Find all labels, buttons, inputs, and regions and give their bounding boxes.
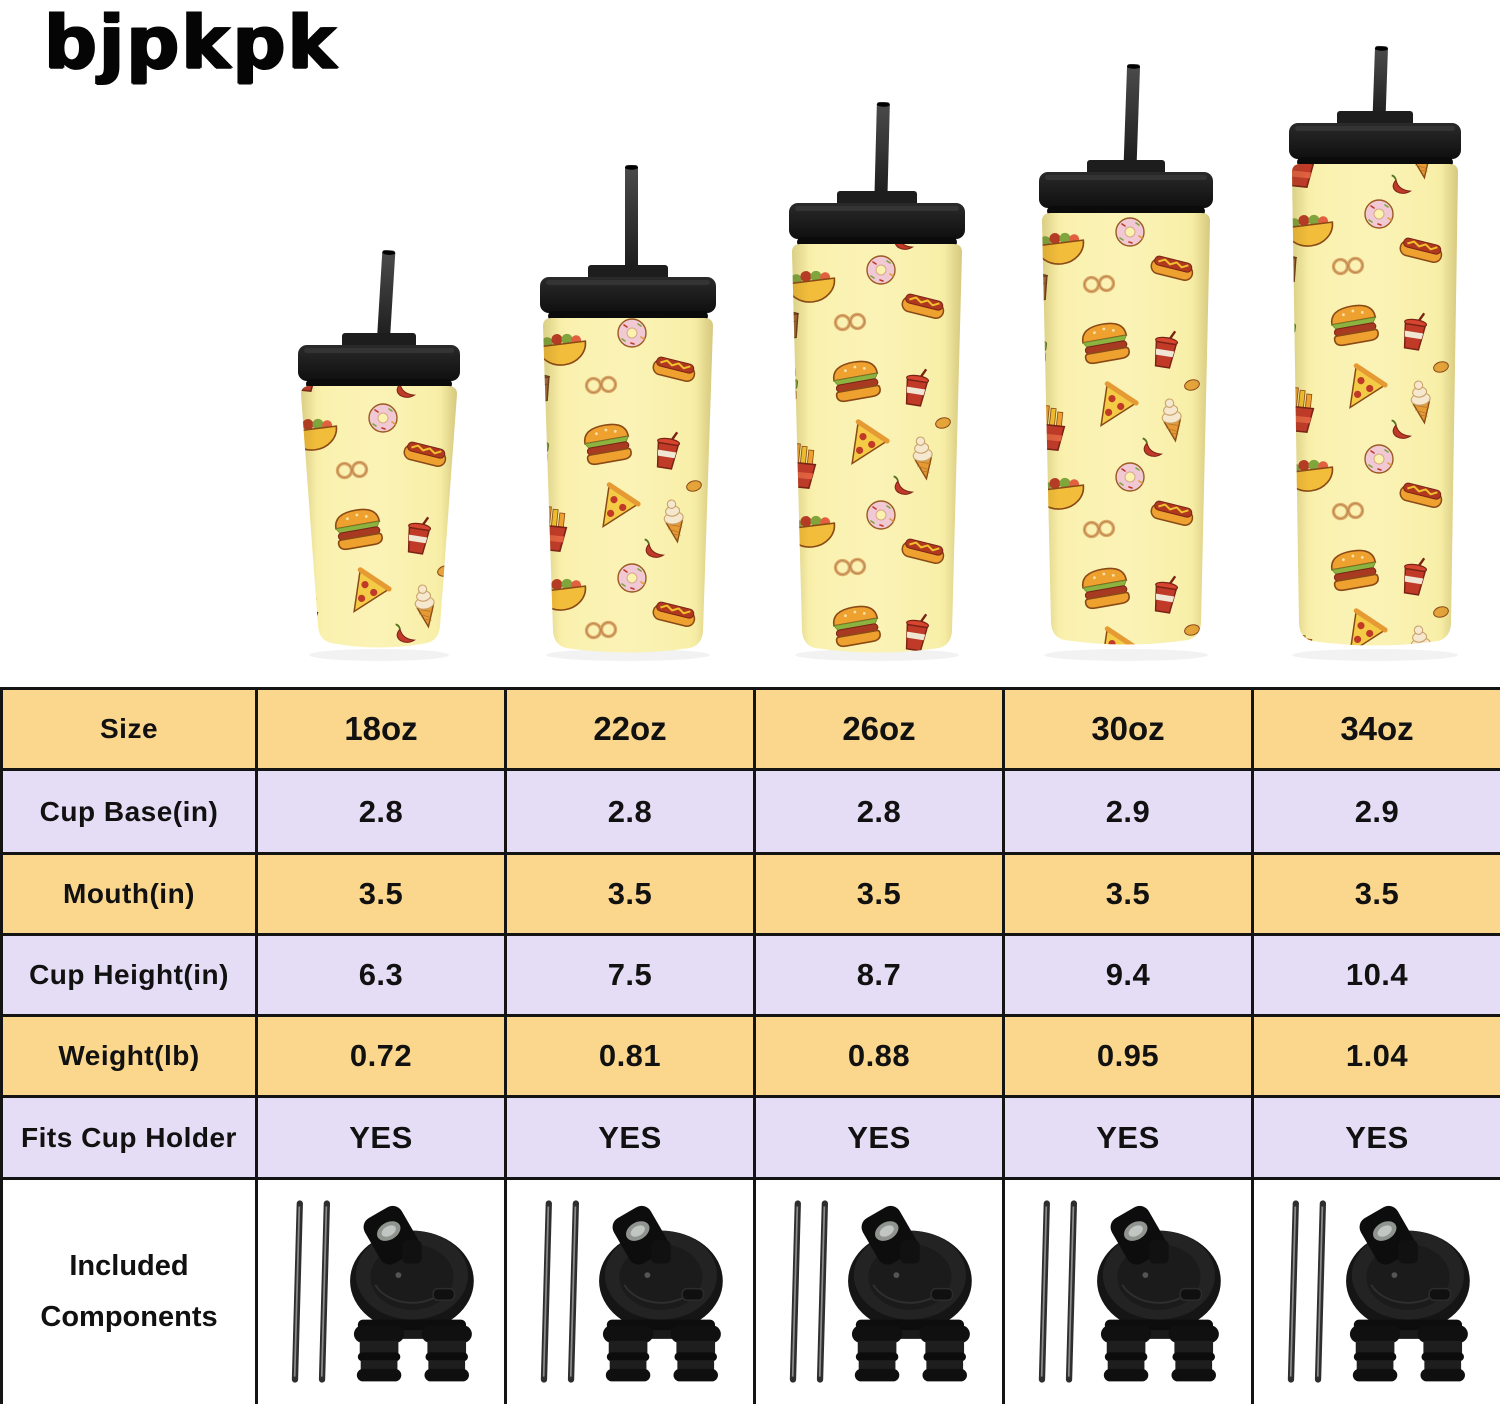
- mouth-col1: 3.5: [258, 855, 507, 936]
- tumbler-18oz: [298, 249, 460, 661]
- fits-holder-col5: YES: [1254, 1098, 1500, 1180]
- brand-logo: bjpkpk: [44, 0, 339, 86]
- fits-holder-col4: YES: [1005, 1098, 1254, 1180]
- weight-col5: 1.04: [1254, 1017, 1500, 1098]
- straw-icon: [874, 101, 890, 214]
- components-cell-col4: [1005, 1180, 1254, 1404]
- included-label-line1: Included: [69, 1250, 189, 1283]
- cup-height-col3: 8.7: [756, 936, 1005, 1017]
- mouth-col5: 3.5: [1254, 855, 1500, 936]
- lid: [540, 265, 716, 321]
- mouth-col3: 3.5: [756, 855, 1005, 936]
- cup-base-col3: 2.8: [756, 771, 1005, 855]
- components-cell-col2: [507, 1180, 756, 1404]
- fits-holder-col3: YES: [756, 1098, 1005, 1180]
- size-value-col1: 18oz: [258, 690, 507, 771]
- weight-col3: 0.88: [756, 1017, 1005, 1098]
- included-label-line2: Components: [40, 1301, 218, 1333]
- components-kit-graphic: [1012, 1190, 1244, 1395]
- cup-base-col2: 2.8: [507, 771, 756, 855]
- row-label-cup-height: Cup Height(in): [3, 936, 258, 1017]
- weight-col4: 0.95: [1005, 1017, 1254, 1098]
- cup-body: [1292, 164, 1458, 646]
- components-cell-col5: [1254, 1180, 1500, 1404]
- cup-base-col1: 2.8: [258, 771, 507, 855]
- components-kit-graphic: [763, 1190, 995, 1395]
- size-value-col2: 22oz: [507, 690, 756, 771]
- cup-base-col5: 2.9: [1254, 771, 1500, 855]
- tumbler-30oz: [1039, 63, 1213, 661]
- components-cell-col3: [756, 1180, 1005, 1404]
- components-kit-graphic: [514, 1190, 746, 1395]
- row-label-mouth: Mouth(in): [3, 855, 258, 936]
- size-value-col4: 30oz: [1005, 690, 1254, 771]
- cup-height-col1: 6.3: [258, 936, 507, 1017]
- cup-body: [792, 244, 962, 653]
- straw-icon: [1123, 63, 1141, 183]
- components-kit-graphic: [1261, 1190, 1493, 1395]
- tumbler-26oz: [789, 101, 965, 661]
- lid: [789, 191, 965, 247]
- mouth-col4: 3.5: [1005, 855, 1254, 936]
- fits-holder-col2: YES: [507, 1098, 756, 1180]
- cup-height-col5: 10.4: [1254, 936, 1500, 1017]
- row-label-included-components: Included Components: [3, 1180, 258, 1404]
- weight-col1: 0.72: [258, 1017, 507, 1098]
- cup-body: [301, 386, 457, 648]
- lid: [298, 333, 460, 389]
- row-label-size: Size: [3, 690, 258, 771]
- components-kit-graphic: [265, 1190, 497, 1395]
- tumbler-22oz: [540, 165, 716, 661]
- mouth-col2: 3.5: [507, 855, 756, 936]
- cup-body: [1042, 213, 1210, 645]
- lid: [1039, 160, 1213, 216]
- row-label-weight: Weight(lb): [3, 1017, 258, 1098]
- size-value-col3: 26oz: [756, 690, 1005, 771]
- straw-icon: [625, 165, 638, 287]
- cup-base-col4: 2.9: [1005, 771, 1254, 855]
- weight-col2: 0.81: [507, 1017, 756, 1098]
- cup-height-col2: 7.5: [507, 936, 756, 1017]
- cup-height-col4: 9.4: [1005, 936, 1254, 1017]
- spec-table: Size 18oz 22oz 26oz 30oz 34oz Cup Base(i…: [0, 687, 1500, 1404]
- size-value-col5: 34oz: [1254, 690, 1500, 771]
- row-label-cup-base: Cup Base(in): [3, 771, 258, 855]
- lid: [1289, 111, 1461, 167]
- row-label-fits-cup-holder: Fits Cup Holder: [3, 1098, 258, 1180]
- tumbler-34oz: [1289, 45, 1461, 661]
- cup-body: [543, 318, 713, 653]
- fits-holder-col1: YES: [258, 1098, 507, 1180]
- straw-icon: [376, 249, 396, 356]
- components-cell-col1: [258, 1180, 507, 1404]
